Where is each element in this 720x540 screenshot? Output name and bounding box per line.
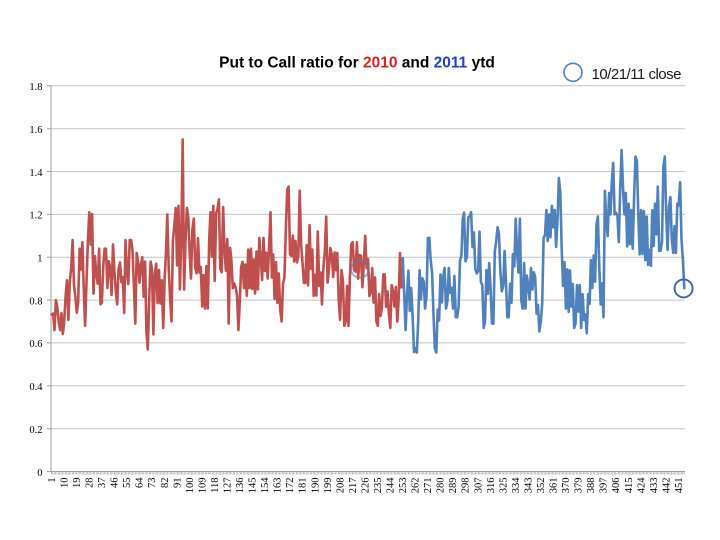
svg-text:190: 190	[310, 478, 321, 494]
svg-text:226: 226	[360, 478, 371, 494]
svg-text:0.6: 0.6	[29, 339, 42, 350]
svg-text:343: 343	[523, 478, 534, 494]
svg-text:127: 127	[223, 478, 234, 494]
svg-text:370: 370	[561, 478, 572, 494]
svg-text:298: 298	[461, 478, 472, 494]
svg-text:46: 46	[110, 478, 121, 489]
svg-text:0.4: 0.4	[29, 382, 43, 393]
svg-text:172: 172	[285, 478, 296, 494]
svg-text:64: 64	[135, 477, 146, 488]
svg-text:262: 262	[411, 478, 422, 494]
svg-text:100: 100	[185, 478, 196, 494]
svg-text:1.6: 1.6	[29, 125, 42, 136]
svg-text:325: 325	[498, 478, 509, 494]
svg-text:145: 145	[248, 478, 259, 494]
svg-text:289: 289	[448, 478, 459, 494]
svg-text:1.8: 1.8	[29, 82, 42, 93]
svg-text:1: 1	[47, 478, 58, 483]
svg-text:118: 118	[210, 478, 221, 493]
svg-text:55: 55	[122, 478, 133, 489]
svg-text:442: 442	[661, 478, 672, 494]
svg-text:208: 208	[335, 478, 346, 494]
svg-text:82: 82	[160, 478, 171, 489]
svg-text:1: 1	[37, 254, 42, 265]
svg-text:Put to Call ratio for 2010 and: Put to Call ratio for 2010 and 2011 ytd	[219, 55, 495, 72]
svg-text:91: 91	[172, 478, 183, 489]
svg-text:10: 10	[59, 478, 70, 489]
svg-text:415: 415	[624, 478, 635, 494]
svg-text:0: 0	[37, 468, 42, 479]
svg-text:0.8: 0.8	[29, 296, 42, 307]
svg-text:73: 73	[147, 478, 158, 489]
svg-text:406: 406	[611, 478, 622, 494]
svg-text:217: 217	[348, 478, 359, 494]
svg-text:334: 334	[511, 477, 522, 494]
svg-text:244: 244	[386, 477, 397, 494]
svg-text:433: 433	[649, 478, 660, 494]
svg-text:163: 163	[273, 478, 284, 494]
svg-text:451: 451	[674, 478, 685, 494]
svg-text:271: 271	[423, 478, 434, 494]
svg-text:181: 181	[298, 478, 309, 494]
svg-text:352: 352	[536, 478, 547, 494]
svg-text:28: 28	[85, 478, 96, 489]
svg-text:253: 253	[398, 478, 409, 494]
svg-text:424: 424	[636, 477, 647, 494]
svg-text:361: 361	[549, 478, 560, 494]
svg-text:136: 136	[235, 478, 246, 494]
svg-text:19: 19	[72, 478, 83, 489]
svg-text:154: 154	[260, 477, 271, 494]
svg-text:388: 388	[586, 478, 597, 494]
svg-text:307: 307	[473, 478, 484, 494]
svg-text:10/21/11 close: 10/21/11 close	[592, 66, 682, 83]
svg-text:199: 199	[323, 478, 334, 494]
svg-text:37: 37	[97, 478, 108, 489]
svg-text:1.2: 1.2	[29, 211, 42, 222]
svg-text:379: 379	[574, 478, 585, 494]
svg-text:1.4: 1.4	[29, 168, 43, 179]
svg-text:0.2: 0.2	[29, 425, 42, 436]
svg-text:397: 397	[599, 478, 610, 494]
svg-text:316: 316	[486, 478, 497, 494]
svg-text:280: 280	[436, 478, 447, 494]
svg-text:109: 109	[197, 478, 208, 494]
svg-text:235: 235	[373, 478, 384, 494]
